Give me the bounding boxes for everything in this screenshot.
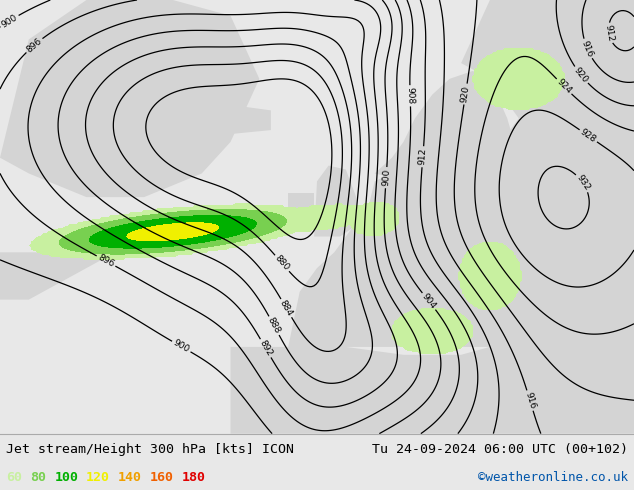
Polygon shape bbox=[375, 71, 519, 193]
Polygon shape bbox=[231, 339, 634, 434]
Text: 100: 100 bbox=[55, 471, 79, 484]
Text: 912: 912 bbox=[418, 148, 428, 166]
Text: 60: 60 bbox=[6, 471, 22, 484]
Text: 924: 924 bbox=[555, 77, 573, 96]
Text: Jet stream/Height 300 hPa [kts] ICON: Jet stream/Height 300 hPa [kts] ICON bbox=[6, 443, 294, 456]
Polygon shape bbox=[288, 193, 314, 225]
Polygon shape bbox=[0, 0, 259, 197]
Text: 896: 896 bbox=[25, 36, 44, 54]
Text: 916: 916 bbox=[580, 39, 595, 58]
Text: 80: 80 bbox=[30, 471, 46, 484]
Text: 900: 900 bbox=[0, 13, 19, 29]
Polygon shape bbox=[314, 166, 358, 237]
Text: 180: 180 bbox=[181, 471, 205, 484]
Text: 920: 920 bbox=[460, 85, 471, 103]
Text: 892: 892 bbox=[257, 339, 274, 358]
Polygon shape bbox=[0, 252, 115, 299]
Text: 932: 932 bbox=[574, 173, 592, 193]
Text: Tu 24-09-2024 06:00 UTC (00+102): Tu 24-09-2024 06:00 UTC (00+102) bbox=[372, 443, 628, 456]
Text: 900: 900 bbox=[172, 339, 191, 355]
Polygon shape bbox=[288, 0, 634, 347]
Polygon shape bbox=[207, 106, 271, 134]
Text: 160: 160 bbox=[150, 471, 174, 484]
Text: 888: 888 bbox=[266, 316, 282, 335]
Text: 928: 928 bbox=[579, 127, 598, 145]
Text: 140: 140 bbox=[118, 471, 142, 484]
Text: 120: 120 bbox=[86, 471, 110, 484]
Text: ©weatheronline.co.uk: ©weatheronline.co.uk bbox=[477, 471, 628, 484]
Text: 896: 896 bbox=[96, 253, 116, 269]
Text: 884: 884 bbox=[278, 298, 294, 318]
Text: 916: 916 bbox=[523, 391, 537, 410]
Text: 920: 920 bbox=[572, 66, 590, 85]
Text: 908: 908 bbox=[405, 87, 415, 104]
Text: 900: 900 bbox=[381, 169, 391, 187]
Text: 880: 880 bbox=[273, 254, 291, 273]
Text: 904: 904 bbox=[420, 292, 438, 311]
Text: 912: 912 bbox=[603, 24, 615, 42]
